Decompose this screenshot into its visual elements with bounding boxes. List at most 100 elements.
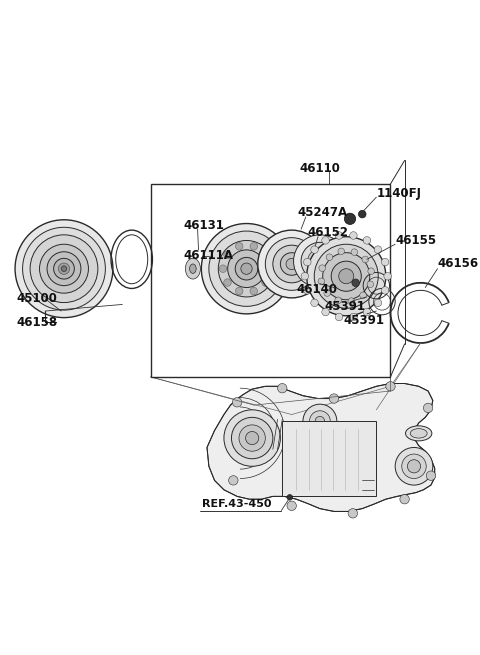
Circle shape [335, 297, 341, 304]
Circle shape [241, 263, 252, 274]
Bar [151, 184, 390, 377]
Circle shape [258, 230, 325, 298]
Circle shape [231, 417, 273, 458]
Circle shape [236, 242, 243, 250]
Circle shape [363, 309, 371, 316]
Circle shape [266, 265, 274, 272]
Circle shape [408, 460, 420, 473]
Circle shape [395, 447, 433, 485]
Circle shape [324, 290, 331, 296]
Circle shape [322, 236, 329, 244]
Circle shape [382, 258, 389, 266]
Circle shape [15, 220, 113, 318]
Circle shape [273, 245, 311, 283]
Text: 46155: 46155 [395, 234, 436, 247]
Circle shape [402, 454, 426, 479]
Circle shape [310, 411, 330, 432]
Circle shape [301, 272, 309, 280]
Circle shape [303, 258, 311, 266]
Circle shape [336, 232, 343, 239]
Circle shape [360, 292, 366, 299]
Text: 46131: 46131 [183, 219, 224, 232]
Circle shape [319, 265, 325, 271]
Circle shape [59, 263, 70, 274]
Circle shape [374, 299, 382, 307]
Circle shape [224, 279, 231, 286]
Text: 45391: 45391 [343, 314, 384, 327]
Circle shape [228, 250, 265, 288]
Circle shape [303, 404, 337, 438]
Circle shape [368, 268, 374, 274]
Circle shape [219, 265, 227, 272]
Circle shape [331, 261, 361, 291]
Circle shape [326, 254, 333, 261]
Circle shape [363, 236, 371, 244]
Polygon shape [207, 383, 435, 512]
Circle shape [236, 288, 243, 295]
Circle shape [47, 252, 81, 286]
Circle shape [228, 476, 238, 485]
Ellipse shape [406, 426, 432, 441]
Ellipse shape [410, 428, 427, 438]
Circle shape [349, 232, 357, 239]
Circle shape [348, 298, 355, 305]
Circle shape [314, 244, 378, 309]
Circle shape [352, 279, 360, 287]
Circle shape [426, 471, 436, 480]
Circle shape [265, 238, 318, 290]
Circle shape [277, 383, 287, 393]
Circle shape [400, 495, 409, 504]
Circle shape [311, 246, 318, 253]
Circle shape [339, 269, 354, 284]
Circle shape [250, 242, 258, 250]
Text: 45247A: 45247A [297, 206, 348, 219]
Circle shape [23, 227, 106, 310]
Circle shape [349, 313, 357, 321]
Circle shape [301, 242, 339, 280]
Text: 46140: 46140 [296, 283, 337, 296]
Circle shape [382, 287, 389, 294]
Circle shape [374, 246, 382, 253]
Text: 1140FJ: 1140FJ [376, 187, 421, 200]
Circle shape [313, 255, 326, 268]
Circle shape [315, 417, 324, 426]
Circle shape [262, 279, 269, 286]
Circle shape [286, 258, 297, 270]
Circle shape [294, 235, 346, 288]
Circle shape [54, 258, 74, 279]
Circle shape [336, 313, 343, 321]
Circle shape [351, 249, 358, 255]
Circle shape [61, 266, 67, 272]
Circle shape [239, 425, 265, 451]
Text: 46111A: 46111A [183, 249, 233, 262]
Circle shape [323, 253, 370, 300]
Circle shape [235, 257, 258, 280]
Text: 46156: 46156 [437, 257, 479, 271]
Circle shape [224, 251, 231, 259]
Circle shape [386, 382, 395, 391]
Circle shape [246, 432, 259, 445]
Ellipse shape [190, 264, 196, 273]
Circle shape [423, 403, 433, 413]
Circle shape [232, 398, 242, 407]
Circle shape [362, 256, 369, 263]
Circle shape [280, 253, 303, 275]
Circle shape [329, 394, 339, 403]
Circle shape [367, 281, 373, 288]
Text: 45100: 45100 [17, 292, 58, 305]
Circle shape [262, 251, 269, 259]
Text: 46158: 46158 [17, 316, 58, 329]
Text: 46152: 46152 [308, 227, 348, 240]
Text: 46110: 46110 [299, 162, 340, 174]
Circle shape [384, 272, 391, 280]
Circle shape [209, 231, 284, 307]
Circle shape [308, 249, 332, 273]
Circle shape [348, 509, 358, 518]
Circle shape [30, 235, 98, 303]
Circle shape [224, 410, 280, 466]
Circle shape [39, 244, 88, 293]
Circle shape [250, 288, 258, 295]
Circle shape [287, 495, 293, 500]
Ellipse shape [185, 258, 201, 279]
Text: REF.43-450: REF.43-450 [202, 499, 272, 509]
